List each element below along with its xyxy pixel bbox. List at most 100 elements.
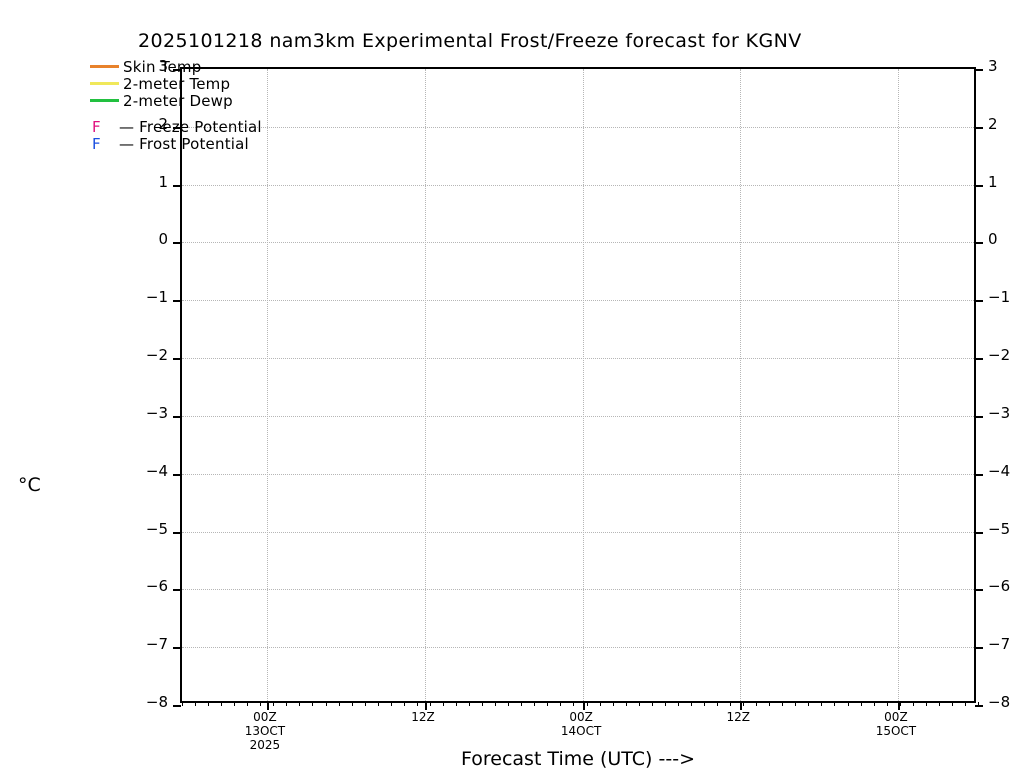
y-axis-tick-label-right: −3 (988, 403, 1011, 422)
legend-marker-symbol: F (92, 117, 101, 136)
x-axis-tick-label-line: 14OCT (560, 724, 602, 738)
y-axis-tick-label-right: −6 (988, 577, 1011, 596)
legend-item: F — Freeze Potential (90, 117, 262, 136)
x-axis-tick-minor (338, 702, 340, 706)
gridline-vertical (425, 69, 427, 701)
chart-legend: Skin Temp 2-meter Temp 2-meter Dewp F — Free… (90, 58, 262, 153)
x-axis-tick-minor (534, 702, 536, 706)
x-axis-tick-minor (586, 702, 588, 706)
x-axis-tick-minor (795, 702, 797, 706)
y-axis-tick (173, 415, 181, 418)
y-axis-tick-label-left: −4 (145, 461, 168, 480)
x-axis-tick-minor (717, 702, 719, 706)
x-axis-tick-minor (638, 702, 640, 706)
x-axis-tick-minor (625, 702, 627, 706)
y-axis-tick (173, 589, 181, 592)
y-axis-tick (173, 184, 181, 187)
gridline-vertical (740, 69, 742, 701)
x-axis-tick-minor (612, 702, 614, 706)
y-axis-tick (173, 531, 181, 534)
x-axis-tick-minor (938, 702, 940, 706)
x-axis-tick-major (266, 702, 269, 710)
y-axis-tick-label-right: −8 (988, 693, 1011, 711)
x-axis-tick-minor (364, 702, 366, 706)
legend-item-label: 2-meter Dewp (123, 91, 233, 110)
x-axis-tick-minor (834, 702, 836, 706)
x-axis-tick-minor (769, 702, 771, 706)
x-axis-tick-minor (808, 702, 810, 706)
gridline-horizontal (182, 473, 974, 475)
x-axis-tick-minor (560, 702, 562, 706)
x-axis-tick-minor (195, 702, 197, 706)
x-axis-tick-minor (469, 702, 471, 706)
x-axis-tick-minor (416, 702, 418, 706)
y-axis-tick (173, 705, 181, 707)
x-axis-tick-label-line: 12Z (411, 710, 435, 724)
x-axis-tick-minor (651, 702, 653, 706)
y-axis-tick (173, 300, 181, 303)
x-axis-tick-minor (690, 702, 692, 706)
y-axis-tick (975, 358, 983, 361)
x-axis-tick-label-line: 00Z (569, 710, 593, 724)
y-axis-tick (975, 126, 983, 129)
x-axis-tick-minor (821, 702, 823, 706)
legend-line-swatch (90, 65, 119, 68)
x-axis-tick-label: 00Z 14OCT (561, 710, 601, 738)
x-axis-tick-minor (925, 702, 927, 706)
x-axis-tick-major (740, 702, 743, 710)
y-axis-tick (975, 242, 983, 245)
x-axis-tick-minor (978, 702, 979, 706)
legend-line-swatch (90, 99, 119, 102)
chart-title: 2025101218 nam3km Experimental Frost/Fre… (138, 30, 802, 52)
x-axis-tick-minor (234, 702, 236, 706)
x-axis-tick-minor (429, 702, 431, 706)
gridline-horizontal (182, 184, 974, 186)
gridline-horizontal (182, 300, 974, 302)
legend-item-label: 2-meter Temp (123, 74, 231, 93)
gridline-vertical (266, 69, 268, 701)
y-axis-tick (975, 69, 983, 71)
x-axis-tick-label: 00Z 13OCT 2025 (245, 710, 285, 752)
legend-item: Skin Temp (90, 58, 262, 76)
x-axis-tick-minor (456, 702, 458, 706)
y-axis-title: °C (18, 474, 41, 496)
y-axis-tick-label-left: −8 (145, 693, 168, 711)
legend-item: F — Frost Potential (90, 134, 262, 153)
x-axis-tick-major (583, 702, 586, 710)
x-axis-tick-minor (495, 702, 497, 706)
gridline-horizontal (182, 358, 974, 360)
y-axis-tick-label-right: 2 (988, 114, 998, 133)
y-axis-tick-label-left: 2 (158, 114, 168, 133)
y-axis-tick-label-left: 3 (158, 57, 168, 75)
y-axis-tick (173, 358, 181, 361)
legend-item: 2-meter Dewp (90, 91, 262, 110)
x-axis-tick-minor (247, 702, 249, 706)
y-axis-tick-label-left: −5 (145, 519, 168, 538)
y-axis-tick-label-right: −4 (988, 461, 1011, 480)
x-axis-tick-minor (743, 702, 745, 706)
y-axis-tick (975, 531, 983, 534)
y-axis-tick (975, 415, 983, 418)
legend-item-label: — Frost Potential (119, 134, 249, 153)
legend-marker-symbol: F (92, 134, 101, 153)
x-axis-tick-minor (508, 702, 510, 706)
y-axis-tick-label-left: −1 (145, 288, 168, 307)
gridline-horizontal (182, 126, 974, 128)
x-axis-tick-minor (899, 702, 901, 706)
y-axis-tick-label-left: −7 (145, 635, 168, 654)
legend-line-swatch (90, 82, 119, 85)
y-axis-tick (975, 589, 983, 592)
x-axis-tick-minor (951, 702, 953, 706)
x-axis-tick-minor (390, 702, 392, 706)
y-axis-tick (975, 300, 983, 303)
y-axis-tick-label-right: −2 (988, 346, 1011, 365)
x-axis-tick-minor (782, 702, 784, 706)
x-axis-tick-minor (403, 702, 405, 706)
x-axis-tick-label-line: 13OCT (244, 724, 286, 738)
y-axis-tick-label-right: −5 (988, 519, 1011, 538)
y-axis-tick-label-right: −1 (988, 288, 1011, 307)
x-axis-tick-minor (442, 702, 444, 706)
y-axis-tick-label-left: −3 (145, 403, 168, 422)
x-axis-tick-minor (730, 702, 732, 706)
